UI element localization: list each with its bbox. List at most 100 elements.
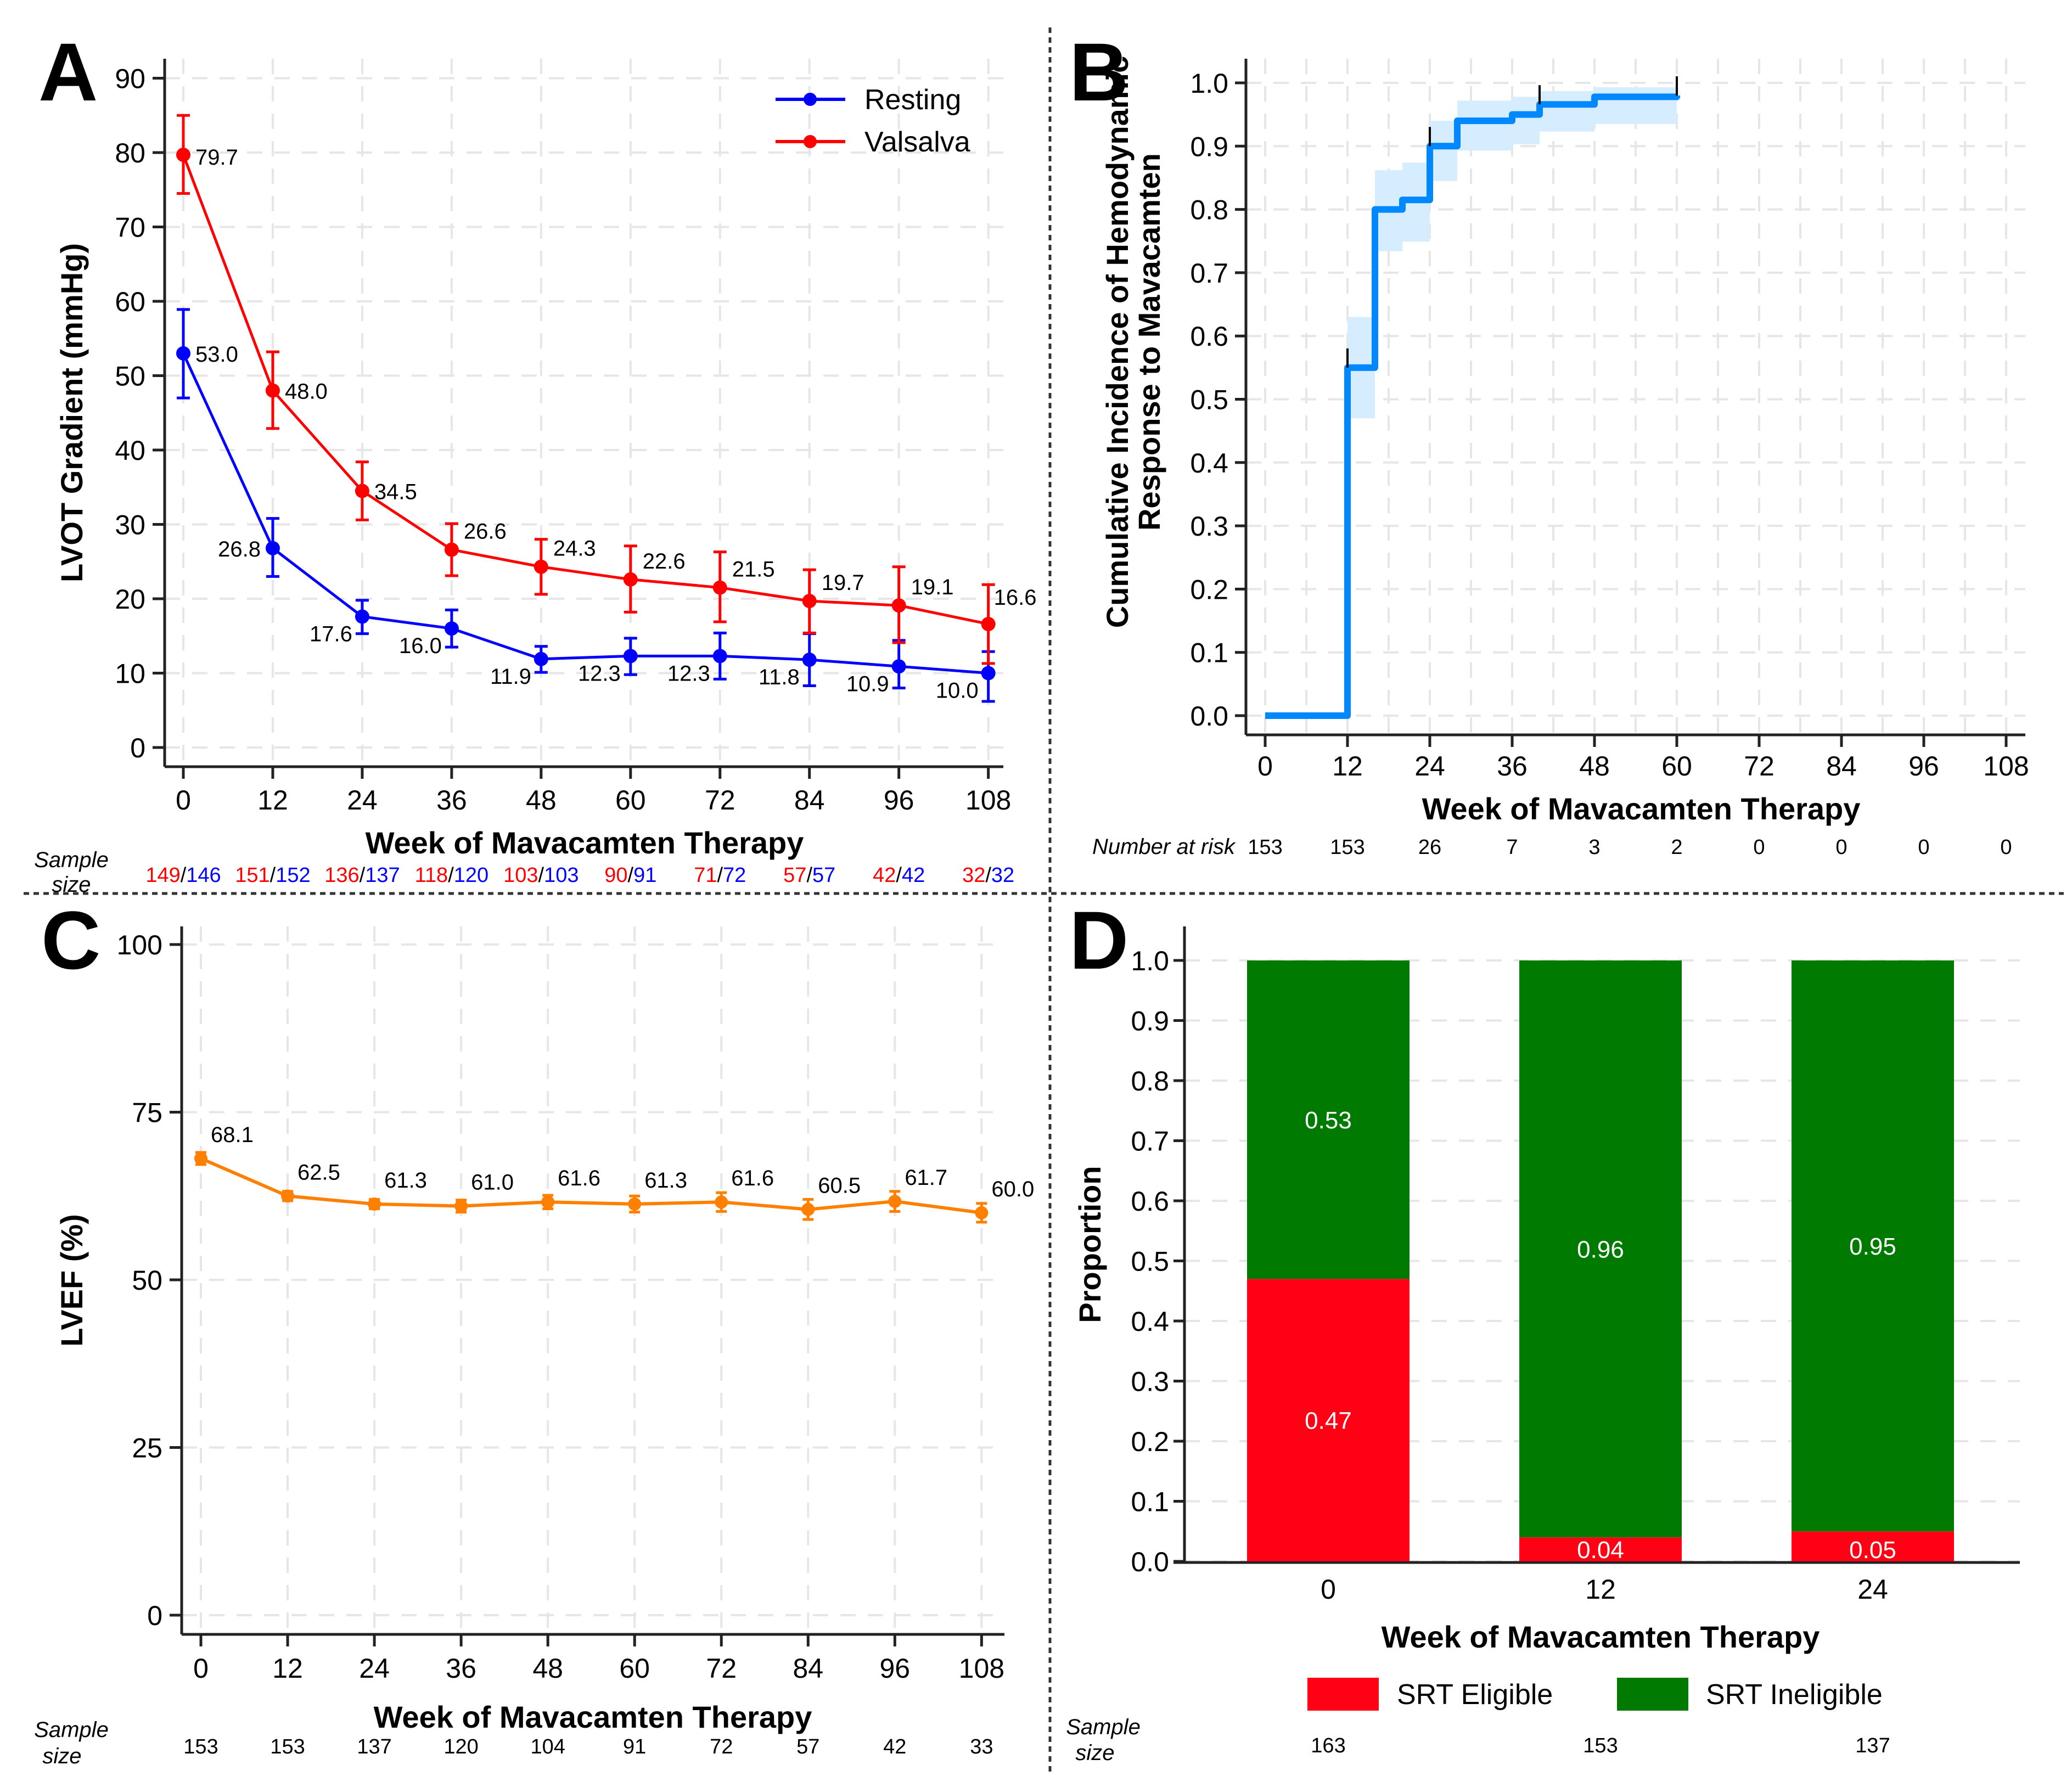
- number-at-risk-value: 0: [1918, 836, 1929, 859]
- y-tick-label: 20: [115, 584, 145, 615]
- bar-segment-srt-eligible: [1792, 1531, 1954, 1561]
- bar-label: 0.53: [1305, 1107, 1352, 1134]
- data-point: [265, 383, 280, 398]
- data-label: 61.6: [731, 1166, 774, 1190]
- data-point: [975, 1206, 989, 1219]
- y-tick-label: 0.7: [1190, 258, 1228, 289]
- number-at-risk-value: 153: [1330, 836, 1365, 859]
- data-point: [176, 148, 190, 162]
- y-tick-label: 70: [115, 212, 145, 243]
- y-tick-label: 0: [147, 1600, 162, 1631]
- data-label: 12.3: [667, 661, 710, 685]
- data-point: [454, 1199, 468, 1213]
- data-label: 26.6: [464, 520, 507, 544]
- x-tick-label: 72: [706, 1653, 737, 1684]
- data-point: [194, 1151, 207, 1165]
- panel-letter-d: D: [1069, 894, 1128, 986]
- panel-d-srt-eligibility: 0.0 0.1 0.2 0.3 0.4 0.5 0.6 0.7 0.8 0.9 1.0 Proport…: [1066, 926, 2020, 1765]
- y-tick-label: 0.1: [1131, 1487, 1169, 1517]
- y-tick-label: 100: [117, 930, 162, 960]
- sample-size-value: 104: [530, 1735, 565, 1758]
- y-tick-label: 0.8: [1131, 1066, 1169, 1097]
- data-point: [891, 659, 906, 674]
- data-label: 11.9: [490, 665, 531, 689]
- bar-segment-srt-eligible: [1247, 1279, 1410, 1561]
- x-tick-label: 12: [1585, 1574, 1616, 1605]
- data-point: [534, 651, 548, 666]
- data-point: [801, 1202, 815, 1216]
- ci-band-segment: [1457, 100, 1512, 151]
- legend-label: SRT Ineligible: [1706, 1679, 1883, 1711]
- data-point: [534, 559, 548, 574]
- x-tick-label: 60: [1661, 751, 1692, 782]
- data-point: [623, 572, 638, 587]
- data-label: 79.7: [195, 145, 238, 170]
- y-axis-title: Proportion: [1073, 1166, 1107, 1323]
- legend-marker: [804, 93, 817, 106]
- y-tick-label: 75: [132, 1098, 162, 1128]
- y-tick-label: 0.4: [1131, 1306, 1169, 1337]
- x-tick-label: 12: [257, 785, 288, 816]
- panel-b-cumulative-incidence: 0.00.10.20.30.40.50.60.70.80.91.00 12 24 36…: [1092, 56, 2029, 859]
- x-tick-label: 108: [959, 1653, 1004, 1684]
- panel-a-lvot-gradient: 0 10 20 30 40 50 60 70 80 90 0 12 24 36 48 60 72 84 96 108 W…: [34, 59, 1036, 897]
- y-tick-label: 1.0: [1131, 946, 1169, 976]
- y-tick-label: 0.3: [1131, 1367, 1169, 1397]
- sample-size-value: 149/146: [145, 864, 221, 887]
- cumulative-incidence-curve: [1265, 93, 1680, 719]
- y-axis-title: LVOT Gradient (mmHg): [54, 243, 89, 582]
- data-point: [176, 346, 190, 361]
- x-tick-label: 60: [619, 1653, 650, 1684]
- y-tick-label: 80: [115, 138, 145, 168]
- sample-size-value: 32/32: [962, 864, 1014, 887]
- ci-band-segment: [1594, 87, 1677, 124]
- data-label: 61.7: [905, 1166, 947, 1190]
- y-tick-label: 0.8: [1190, 195, 1228, 226]
- sample-size-label: Sample: [34, 1718, 109, 1742]
- x-tick-label: 36: [1497, 751, 1528, 782]
- bar-label: 0.04: [1577, 1537, 1624, 1564]
- x-tick-label: 0: [193, 1653, 209, 1684]
- sample-size-value: 57/57: [783, 864, 835, 887]
- sample-size-value: 153: [183, 1735, 218, 1758]
- y-tick-label: 0.5: [1131, 1246, 1169, 1277]
- y-tick-label: 0.0: [1190, 701, 1228, 732]
- x-axis-title: Week of Mavacamten Therapy: [366, 825, 804, 860]
- legend-label: Resting: [864, 84, 961, 116]
- ci-band-segment: [1540, 91, 1594, 132]
- x-axis-title: Week of Mavacamten Therapy: [1382, 1620, 1820, 1654]
- y-tick-label: 0.4: [1190, 448, 1228, 479]
- x-tick-label: 108: [965, 785, 1011, 816]
- number-at-risk-value: 26: [1418, 836, 1441, 859]
- y-tick-label: 50: [132, 1265, 162, 1296]
- data-point: [802, 653, 817, 667]
- data-point: [444, 621, 459, 636]
- sample-size-value: 120: [443, 1735, 478, 1758]
- data-point: [628, 1197, 642, 1211]
- x-tick-label: 0: [1321, 1574, 1336, 1605]
- data-point: [981, 617, 996, 632]
- y-tick-label: 90: [115, 64, 145, 94]
- y-tick-label: 0.2: [1190, 574, 1228, 605]
- x-tick-label: 84: [1826, 751, 1857, 782]
- data-label: 61.6: [558, 1166, 600, 1190]
- sample-size-value: 90/91: [604, 864, 656, 887]
- y-tick-label: 25: [132, 1433, 162, 1464]
- sample-size-value: 153: [270, 1735, 305, 1758]
- legend-swatch-srt-eligible: [1307, 1678, 1379, 1711]
- panel-letter-c: C: [41, 894, 100, 986]
- data-point: [888, 1195, 902, 1208]
- number-at-risk-value: 0: [2000, 836, 2012, 859]
- sample-size-label: Sample: [1066, 1715, 1141, 1739]
- series-line-resting: [182, 352, 989, 674]
- y-tick-label: 40: [115, 435, 145, 466]
- data-label: 62.5: [297, 1160, 340, 1184]
- sample-size-label: size: [42, 1744, 81, 1768]
- sample-size-value: 103/103: [503, 864, 579, 887]
- data-point: [981, 666, 996, 681]
- bar-label: 0.47: [1305, 1408, 1352, 1435]
- y-tick-label: 30: [115, 510, 145, 541]
- sample-size-value: 137: [1855, 1734, 1890, 1757]
- x-tick-label: 96: [880, 1653, 911, 1684]
- sample-size-value: 136/137: [324, 864, 400, 887]
